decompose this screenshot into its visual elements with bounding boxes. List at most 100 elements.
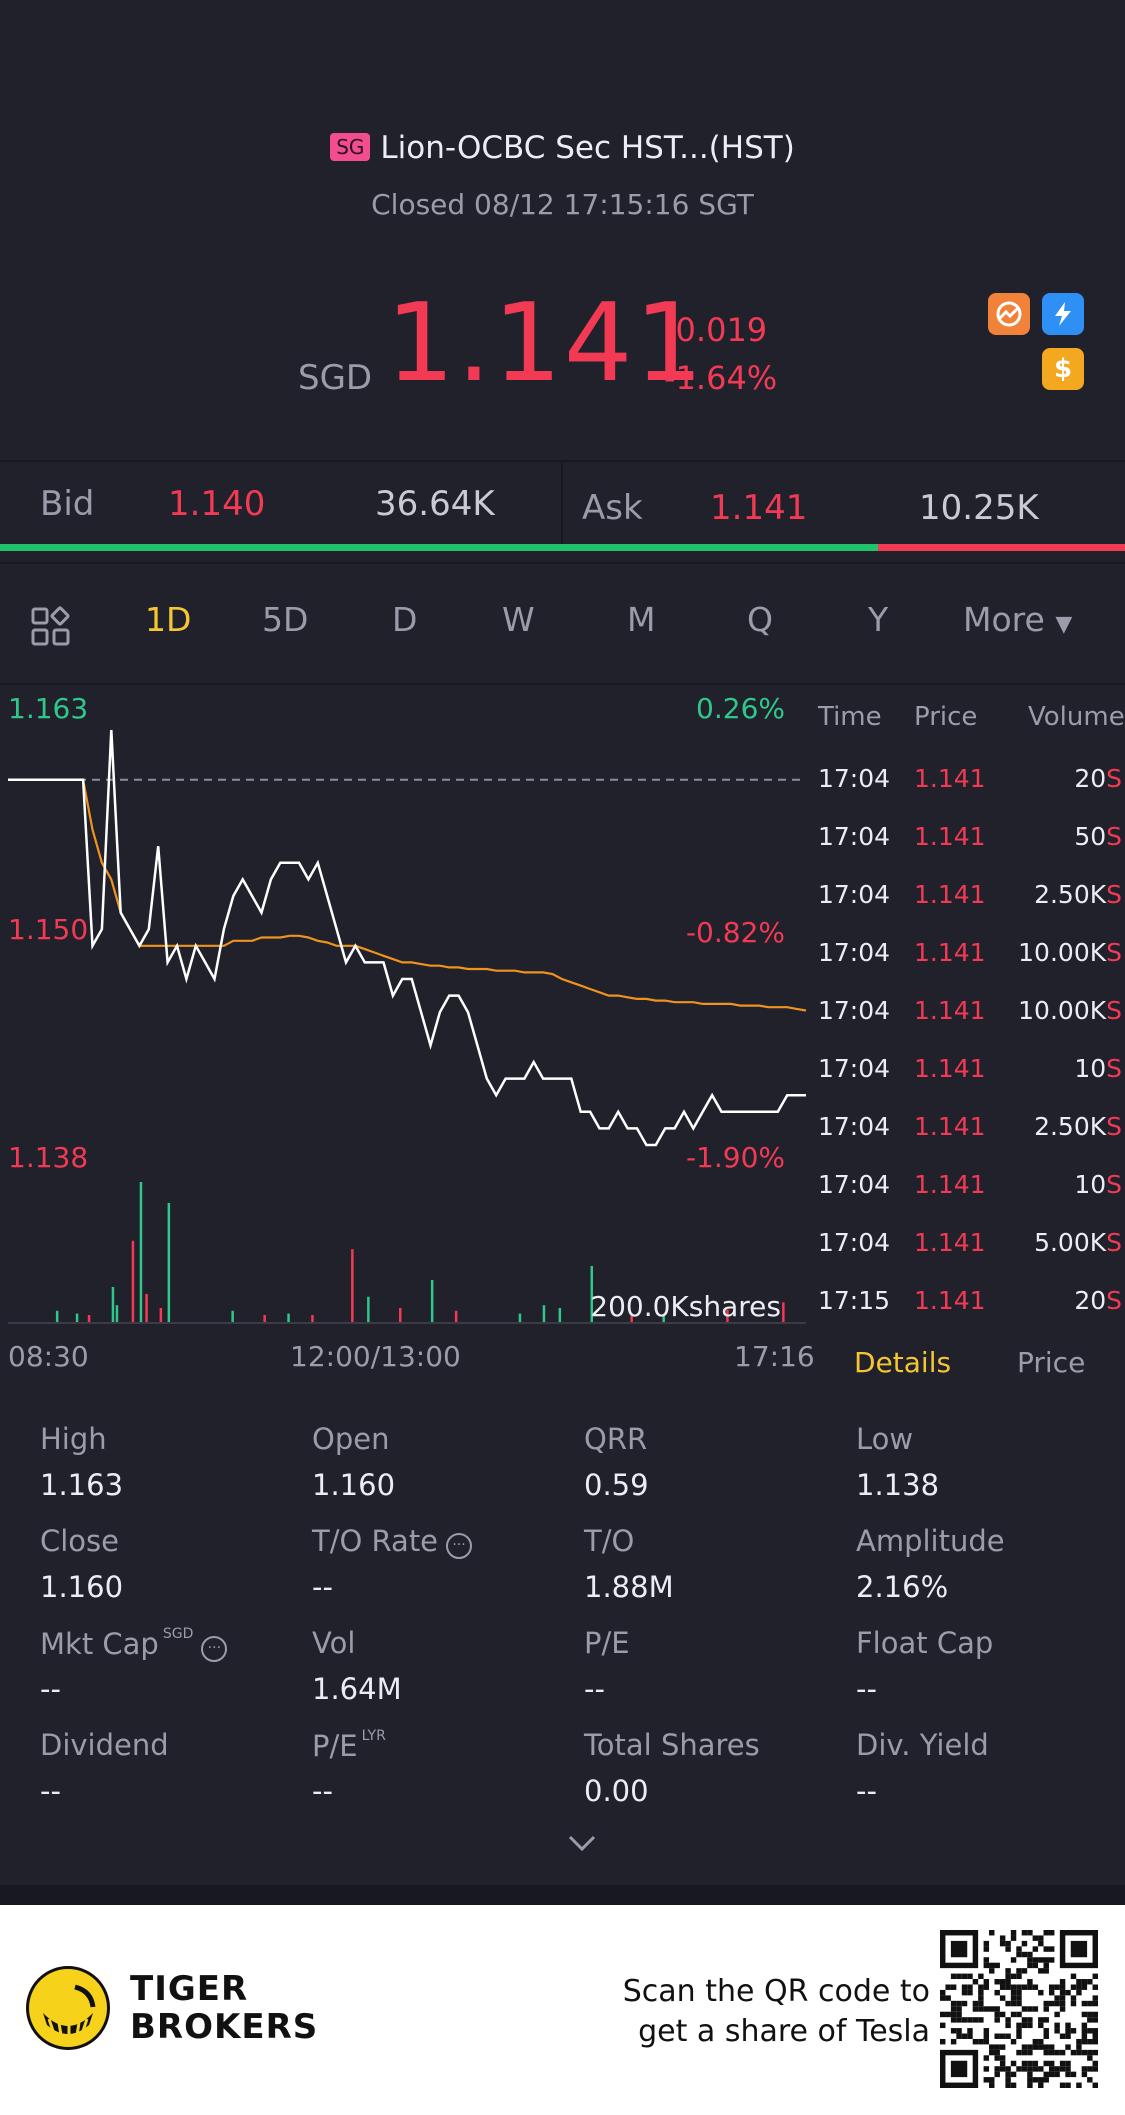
more-info-icon[interactable]: ··· [201,1636,228,1662]
volume-bar-14 [351,1249,354,1322]
qr-module [1059,2033,1066,2039]
qr-module [983,2006,990,2012]
qr-module [1010,2011,1017,2018]
qr-module [999,2033,1006,2039]
qr-module [978,1973,984,1980]
average-line [8,778,807,1012]
qr-module [1005,1968,1011,1974]
qr-module [983,2055,990,2061]
qr-module [994,2033,1000,2039]
qr-module [1021,2049,1028,2056]
qr-module [1081,2071,1088,2078]
qr-module [1048,1930,1055,1936]
qr-module [1010,2038,1017,2045]
qr-module [1059,1979,1066,1985]
qr-module [994,2071,1000,2078]
tab-y[interactable]: Y [868,600,889,639]
expand-chevron-icon[interactable] [566,1832,598,1858]
qr-module [1092,1995,1098,2001]
tab-q[interactable]: Q [747,600,773,639]
qr-module [1081,2066,1088,2072]
qr-module [1059,2060,1066,2067]
tab-1d[interactable]: 1D [145,600,192,639]
qr-module [1054,1984,1060,1990]
qr-module [994,2017,1000,2023]
qr-module [956,2006,962,2012]
intraday-chart[interactable] [0,690,810,1330]
more-tab[interactable]: More ▼ [963,600,1072,639]
more-info-icon[interactable]: ··· [446,1533,473,1559]
volume-bar-9 [167,1203,171,1322]
tick-volume-value: 2.50K [1034,1112,1107,1141]
qr-module [989,2082,995,2088]
qr-module [1054,2049,1060,2056]
volume-bar-8 [159,1308,163,1322]
divider [0,683,1125,685]
qr-module [1016,1951,1022,1958]
stock-name: Lion-OCBC Sec HST...(HST) [380,130,795,166]
tab-details[interactable]: Details [854,1346,952,1379]
qr-module [1043,2077,1049,2083]
tick-volume-value: 10 [1074,1170,1107,1199]
qr-module [983,1979,990,1985]
qr-module [956,2033,962,2039]
volume-bar-12 [287,1313,290,1322]
tick-price: 1.141 [914,822,986,851]
tab-price[interactable]: Price [1017,1346,1086,1379]
divider [0,562,1125,564]
qr-module [1043,2006,1049,2012]
qr-module [1021,2022,1028,2029]
qr-module [983,1962,990,1969]
qr-module [1065,2022,1071,2029]
qr-module [1065,2028,1071,2034]
qr-module [1070,1973,1077,1980]
stat-qrr-label: QRR [584,1422,648,1456]
tick-price: 1.141 [914,1054,986,1083]
qr-module [1010,1973,1017,1980]
qr-module [1087,1979,1093,1985]
brand-line-1: TIGER [130,1969,249,2009]
qr-module [1010,2060,1017,2067]
qr-module [1038,1968,1044,1974]
qr-module [1087,2000,1093,2007]
volume-bar-0 [55,1310,59,1322]
dollar-icon[interactable]: $ [1042,348,1084,390]
brand-name: TIGER BROKERS [130,1970,318,2046]
qr-module [978,2006,984,2012]
stat-pe-lyr: -- [312,1774,333,1808]
stat-dividend: -- [40,1774,61,1808]
tick-row: 17:04 1.141 10S [810,1170,1122,1228]
qr-module [1027,2044,1033,2050]
qr-module [1076,1979,1082,1985]
tab-m[interactable]: M [627,600,656,639]
qr-module [1065,2066,1071,2072]
qr-module [1054,2022,1060,2029]
qr-module [1038,2017,1044,2023]
qr-module [1021,1940,1028,1947]
qr-module [1092,2017,1098,2023]
layout-grid-icon[interactable] [30,606,72,656]
qr-module [972,2038,979,2045]
qr-module [989,2077,995,2083]
qr-module [1005,1979,1011,1985]
tick-row: 17:04 1.141 20S [810,764,1122,822]
qr-module [1081,2049,1088,2056]
qr-module [1087,2011,1093,2018]
y-axis-low: 1.138 [8,1141,89,1174]
qr-module [1059,2049,1066,2056]
qr-module [1081,2011,1088,2018]
volume-bar-24 [662,1315,665,1322]
qr-module [1043,2033,1049,2039]
qr-module [989,1930,995,1936]
tab-d[interactable]: D [392,600,418,639]
qr-code-icon[interactable] [940,1930,1098,2088]
tab-w[interactable]: W [502,600,535,639]
qr-module [1043,2028,1049,2034]
trend-icon[interactable] [988,293,1030,335]
qr-module [999,2055,1006,2061]
currency-label: SGD [298,358,373,398]
time-end: 17:16 [734,1340,815,1373]
lightning-icon[interactable] [1042,293,1084,335]
tab-5d[interactable]: 5D [262,600,309,639]
qr-module [940,1989,946,1996]
